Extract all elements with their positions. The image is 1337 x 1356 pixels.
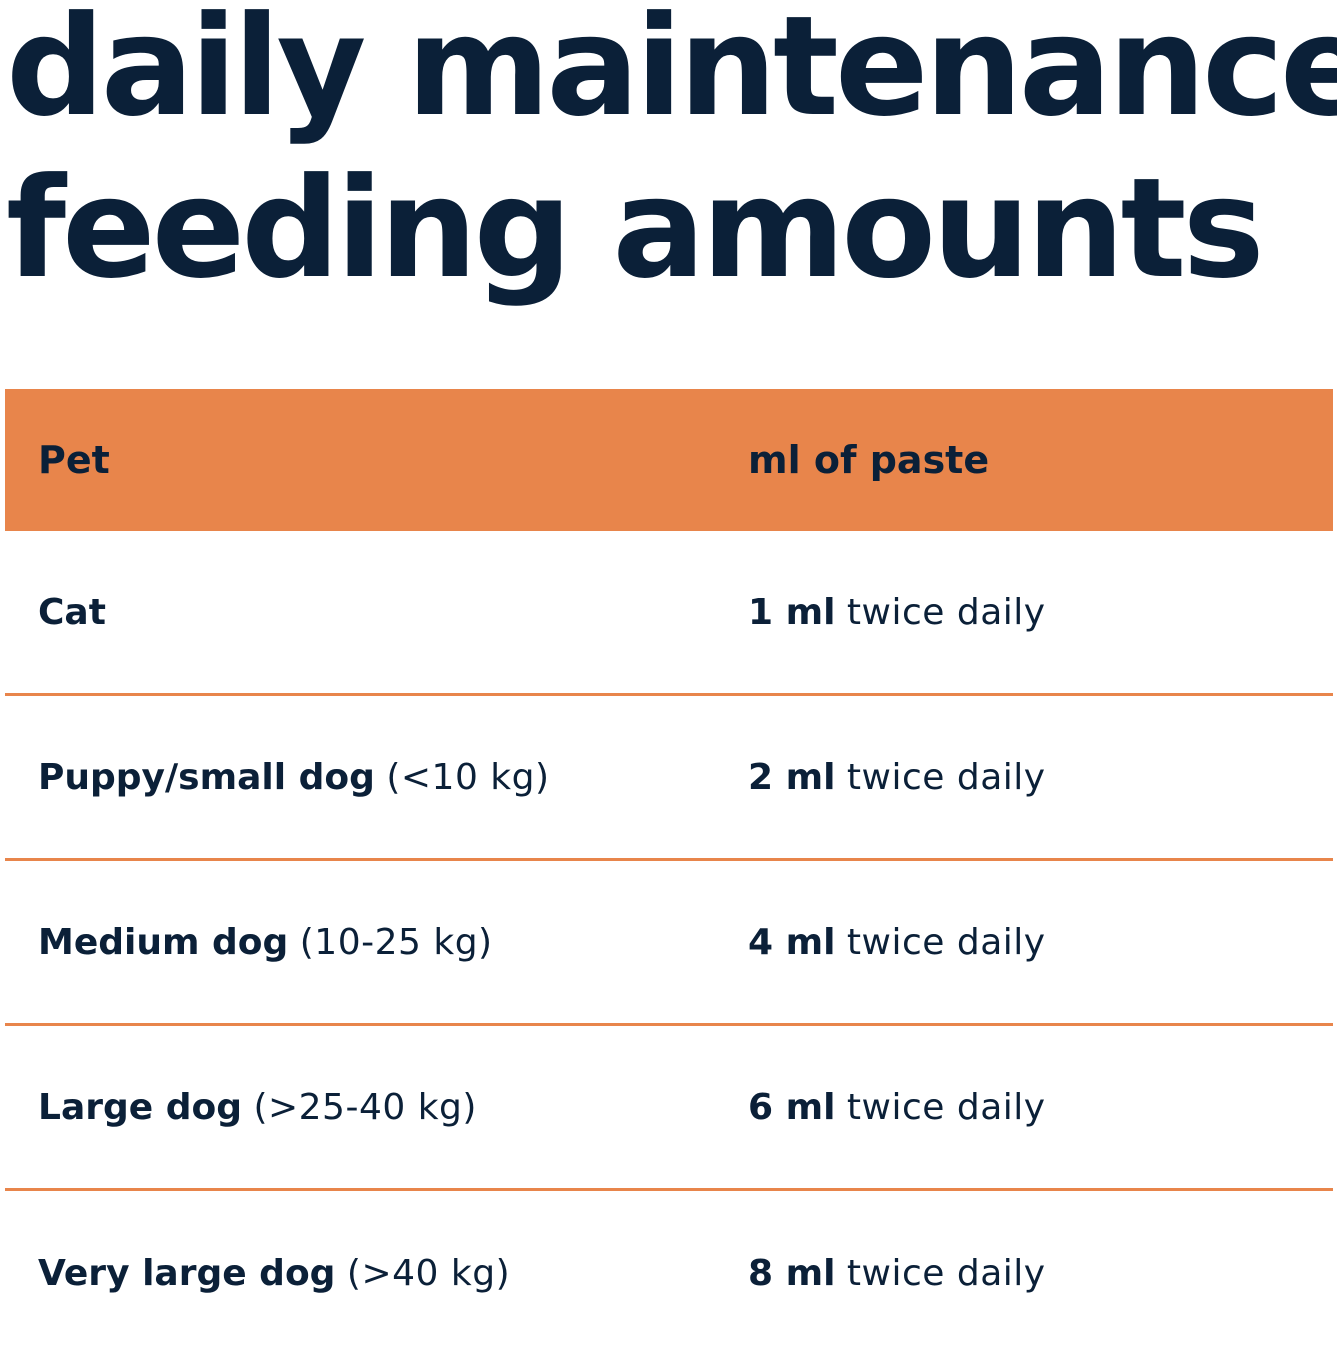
pet-cell: Large dog (>25-40 kg) (38, 1087, 477, 1128)
amount-frequency: twice daily (846, 591, 1046, 633)
amount-value: 2 ml (748, 756, 836, 798)
amount-value: 1 ml (748, 591, 836, 633)
pet-cell: Cat (38, 592, 106, 633)
amount-value: 6 ml (748, 1086, 836, 1128)
pet-name: Very large dog (38, 1253, 336, 1294)
header-pet: Pet (38, 438, 110, 482)
page-title: daily maintenance feeding amounts (6, 0, 1337, 310)
amount-cell: 2 ml twice daily (748, 757, 1046, 798)
pet-weight: (<10 kg) (386, 756, 550, 798)
amount-value: 8 ml (748, 1253, 836, 1294)
page-title-line-1: daily maintenance (6, 0, 1337, 147)
table-header-row: Pet ml of paste (5, 389, 1333, 531)
pet-name: Cat (38, 591, 106, 633)
pet-weight: (>25-40 kg) (253, 1086, 477, 1128)
table-row: Medium dog (10-25 kg) 4 ml twice daily (5, 861, 1333, 1026)
amount-cell: 8 ml twice daily (748, 1253, 1046, 1294)
table-row: Cat 1 ml twice daily (5, 531, 1333, 696)
pet-cell: Medium dog (10-25 kg) (38, 922, 493, 963)
table-row: Very large dog (>40 kg) 8 ml twice daily (5, 1191, 1333, 1356)
feeding-table: Pet ml of paste Cat 1 ml twice daily Pup… (5, 389, 1333, 1356)
pet-name: Large dog (38, 1086, 242, 1128)
amount-cell: 4 ml twice daily (748, 922, 1046, 963)
amount-frequency: twice daily (846, 1253, 1046, 1294)
amount-cell: 6 ml twice daily (748, 1087, 1046, 1128)
page-title-line-2: feeding amounts (6, 148, 1265, 309)
amount-frequency: twice daily (846, 1086, 1046, 1128)
pet-cell: Very large dog (>40 kg) (38, 1253, 510, 1294)
pet-cell: Puppy/small dog (<10 kg) (38, 757, 550, 798)
pet-weight: (>40 kg) (346, 1253, 511, 1294)
amount-frequency: twice daily (846, 921, 1046, 963)
header-amount: ml of paste (748, 438, 990, 482)
amount-frequency: twice daily (846, 756, 1046, 798)
table-row: Large dog (>25-40 kg) 6 ml twice daily (5, 1026, 1333, 1191)
table-row: Puppy/small dog (<10 kg) 2 ml twice dail… (5, 696, 1333, 861)
pet-name: Medium dog (38, 921, 289, 963)
amount-cell: 1 ml twice daily (748, 592, 1046, 633)
amount-value: 4 ml (748, 921, 836, 963)
pet-name: Puppy/small dog (38, 756, 375, 798)
pet-weight: (10-25 kg) (299, 921, 493, 963)
